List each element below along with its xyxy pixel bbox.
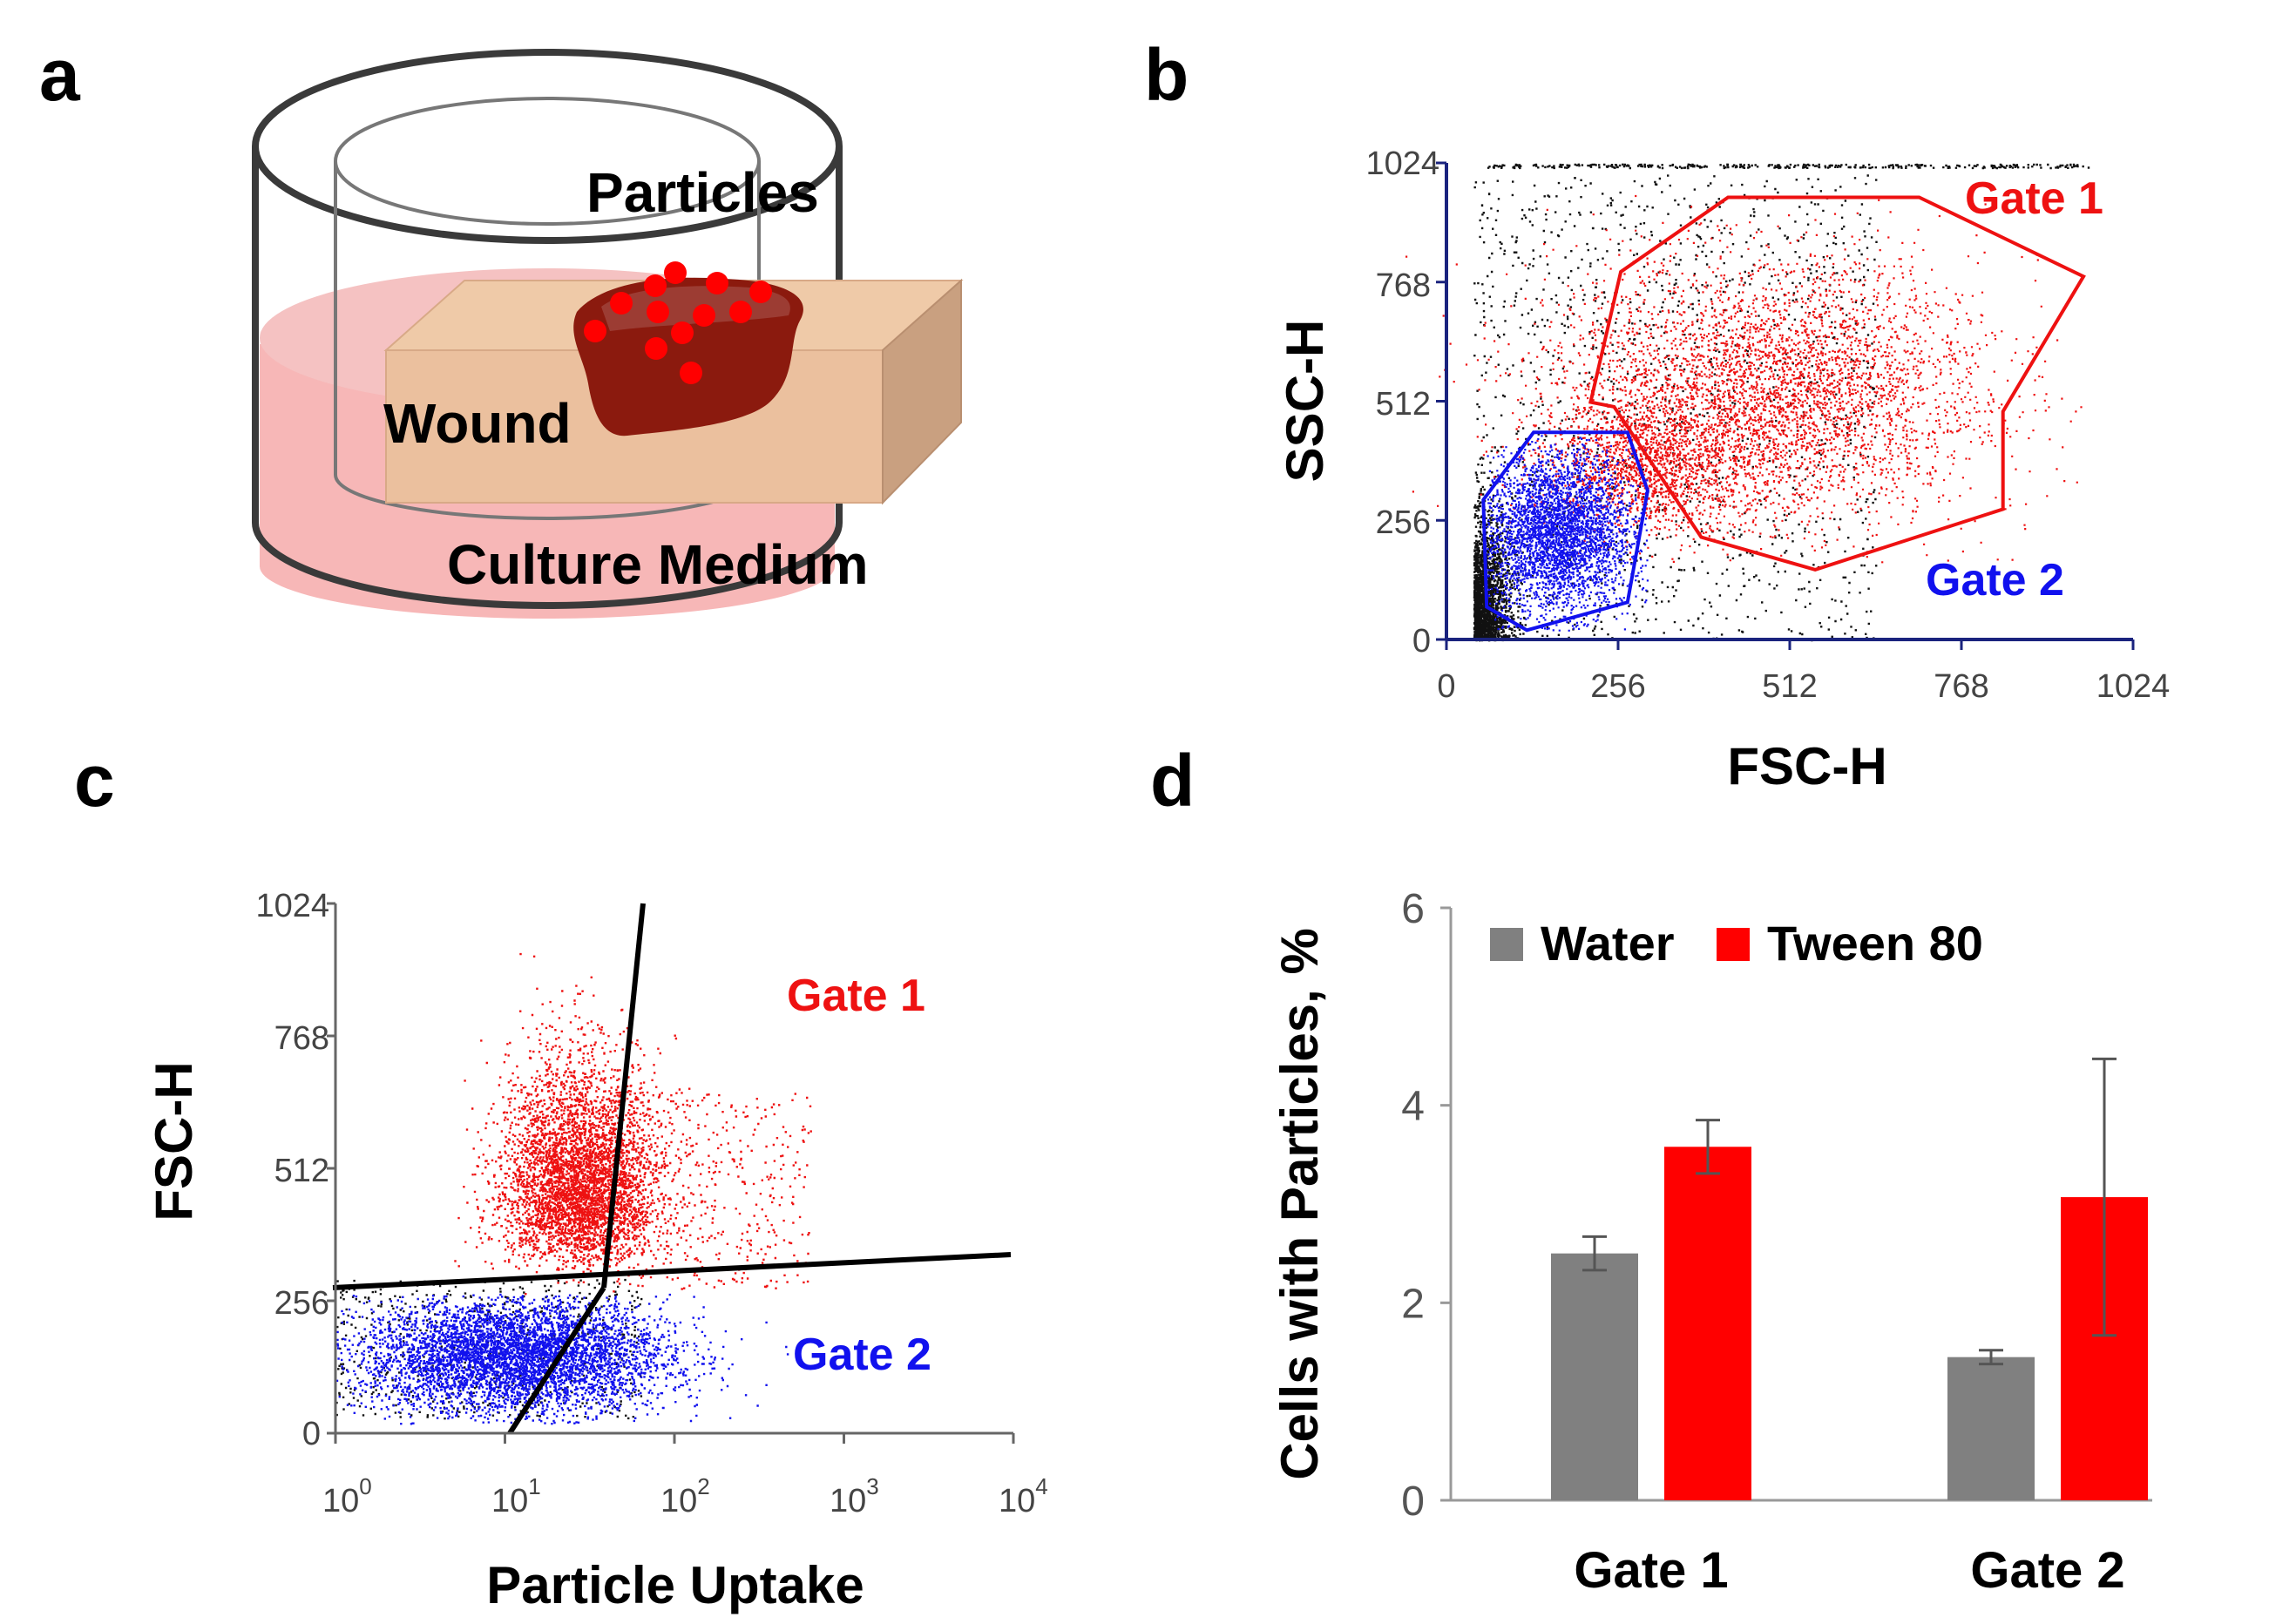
medium-label: Culture Medium: [447, 533, 869, 596]
dish-bottom: [252, 522, 843, 609]
panel-b-label: b: [1144, 34, 1189, 116]
particles-label: Particles: [586, 161, 819, 224]
c-gate2-label: Gate 2: [793, 1330, 931, 1380]
d-legend-swatch-1: [1717, 928, 1750, 961]
c-vertical-gate-line-upper: [601, 903, 646, 1289]
c-gate1-points: [454, 952, 812, 1296]
panel-b: b 0 256 512 768 1024 0 256 512 768 1024 …: [1144, 34, 2170, 795]
d-ytick-label-2: 4: [1401, 1084, 1425, 1130]
c-horizontal-gate-line: [332, 1252, 1012, 1290]
c-vertical-gate-line-lower: [507, 1286, 606, 1435]
d-category-label-1: Gate 2: [1970, 1542, 2124, 1599]
b-ytick-1024: 1024: [1365, 145, 1439, 182]
panel-a: a: [39, 34, 964, 619]
d-bar-1-0: [1947, 1357, 2035, 1500]
b-ytick-0: 0: [1412, 623, 1431, 660]
c-x-title: Particle Uptake: [486, 1556, 864, 1614]
b-y-title: SSC-H: [1276, 320, 1334, 483]
c-xtick-10e0: 100: [322, 1473, 372, 1519]
d-ytick-label-3: 6: [1401, 886, 1425, 932]
b-xtick-768: 768: [1934, 668, 1988, 705]
scatter-b-points: [1405, 163, 2090, 642]
b-ytick-512: 512: [1376, 386, 1431, 423]
tissue-side: [882, 278, 962, 505]
d-y-title: Cells with Particles, %: [1270, 928, 1329, 1480]
b-xtick-0: 0: [1437, 668, 1455, 705]
bar-chart-d: 0 2 4 6 Cells with Particles, % Gate 1 Gate 2 W…: [1270, 886, 2152, 1599]
b-ytick-768: 768: [1376, 267, 1431, 304]
c-y-title: FSC-H: [145, 1061, 203, 1221]
c-gate2-points: [335, 1293, 789, 1425]
d-legend-swatch-0: [1490, 928, 1523, 961]
panel-d-label: d: [1150, 740, 1195, 822]
d-ytick-label-1: 2: [1401, 1281, 1425, 1327]
d-ytick-label-0: 0: [1401, 1479, 1425, 1525]
c-xtick-10e4: 104: [999, 1473, 1048, 1519]
gate1-polygon: [1588, 195, 2086, 572]
scatter-c-points: [335, 952, 812, 1425]
b-gate1-points: [1405, 194, 2083, 564]
b-xtick-256: 256: [1590, 668, 1645, 705]
d-bar-0-1: [1664, 1147, 1751, 1500]
c-ytick-1024: 1024: [255, 888, 329, 924]
panel-a-label: a: [39, 34, 81, 116]
c-ytick-0: 0: [302, 1416, 321, 1452]
gate2-polygon: [1481, 430, 1649, 633]
panel-d: d 0 2 4 6 Cells with Particles, % Gate 1 Gate …: [1150, 740, 2152, 1599]
b-xtick-1024: 1024: [2096, 668, 2171, 705]
panel-c-label: c: [74, 740, 115, 822]
b-gate2-label: Gate 2: [1926, 555, 2064, 606]
wound-label: Wound: [383, 392, 572, 455]
b-gate1-label: Gate 1: [1965, 173, 2103, 224]
c-xtick-10e3: 103: [830, 1473, 879, 1519]
c-tick-marks: [327, 902, 1015, 1444]
b-ytick-256: 256: [1376, 504, 1431, 541]
panel-c: c 0 256 512 768 1024 100 101 102 103 104…: [74, 740, 1048, 1614]
c-ytick-512: 512: [274, 1153, 329, 1189]
c-ytick-768: 768: [274, 1020, 329, 1057]
b-x-title: FSC-H: [1727, 737, 1886, 795]
particle-dots: [584, 261, 772, 384]
c-gate1-label: Gate 1: [787, 971, 925, 1021]
d-category-label-0: Gate 1: [1574, 1542, 1728, 1599]
d-legend-label-0: Water: [1541, 916, 1675, 971]
d-bar-0-0: [1551, 1253, 1638, 1500]
d-legend-label-1: Tween 80: [1767, 916, 1983, 971]
b-xtick-512: 512: [1762, 668, 1817, 705]
c-xtick-10e1: 101: [491, 1473, 541, 1519]
c-xtick-10e2: 102: [660, 1473, 710, 1519]
c-ytick-256: 256: [274, 1285, 329, 1322]
b-tick-marks: [1436, 161, 2135, 650]
b-gate2-points: [1487, 435, 1649, 632]
